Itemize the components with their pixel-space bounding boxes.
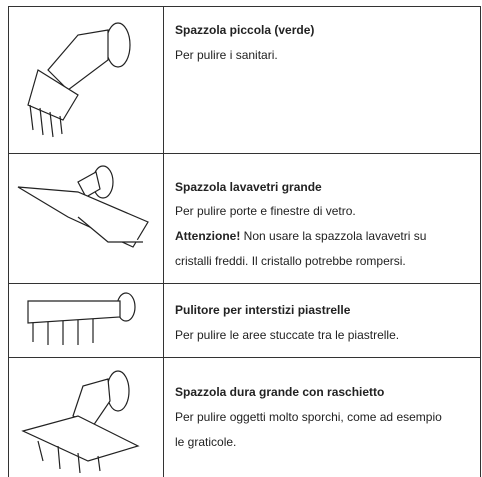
item-title: Spazzola lavavetri grande <box>175 180 322 194</box>
item-title: Spazzola dura grande con raschietto <box>175 385 385 399</box>
item-title: Spazzola piccola (verde) <box>175 23 315 37</box>
rule <box>8 6 9 477</box>
item-text: Per pulire oggetti molto sporchi, come a… <box>175 410 442 424</box>
hard-brush-drawing <box>21 370 140 474</box>
item-text: Per pulire porte e finestre di vetro. <box>175 204 356 218</box>
warning-line: Attenzione! Non usare la spazzola lavave… <box>175 224 426 249</box>
rule <box>8 153 481 154</box>
window-brush-drawing <box>17 165 149 248</box>
item-text: Per pulire le aree stuccate tra le piast… <box>175 328 400 342</box>
brush-small-drawing <box>27 22 131 138</box>
rule <box>163 6 164 477</box>
rule <box>8 357 481 358</box>
rule <box>8 6 481 7</box>
item-title: Pulitore per interstizi piastrelle <box>175 303 351 317</box>
rule <box>480 6 481 477</box>
grout-brush-drawing <box>27 292 136 345</box>
warning-text: Non usare la spazzola lavavetri su <box>243 229 427 243</box>
item-text: Per pulire i sanitari. <box>175 48 278 62</box>
warning-text: cristalli freddi. Il cristallo potrebbe … <box>175 254 406 268</box>
warning-label: Attenzione! <box>175 229 241 243</box>
rule <box>8 283 481 284</box>
item-text: le graticole. <box>175 435 237 449</box>
